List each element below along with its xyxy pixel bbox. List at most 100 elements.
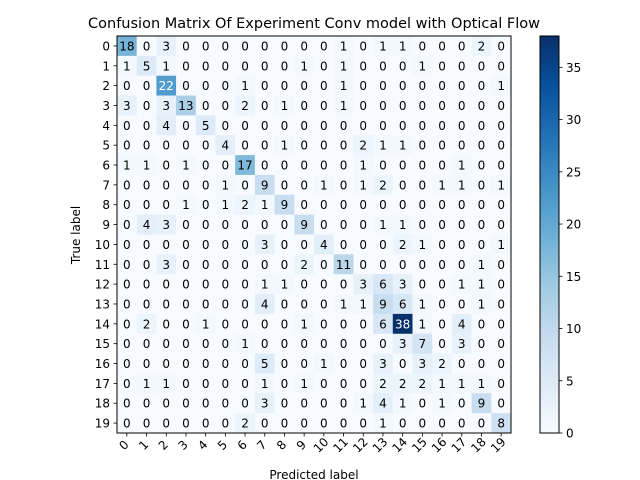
cell-value-label: 1 (458, 377, 466, 391)
cell-value-label: 0 (438, 417, 446, 431)
cell-value-label: 0 (202, 59, 210, 73)
cell-value-label: 3 (359, 278, 367, 292)
cell-value-label: 0 (399, 119, 407, 133)
heatmap-cell (353, 234, 374, 255)
heatmap-cell (412, 194, 433, 215)
cell-value-label: 0 (241, 357, 249, 371)
heatmap-cell (392, 333, 413, 354)
cell-value-label: 0 (202, 218, 210, 232)
cell-value-label: 3 (399, 278, 407, 292)
cell-value-label: 0 (241, 397, 249, 411)
cell-value-label: 0 (478, 357, 486, 371)
heatmap-cell (353, 95, 374, 116)
cell-value-label: 0 (182, 238, 190, 252)
heatmap-cell (333, 214, 354, 235)
cell-value-label: 1 (340, 99, 348, 113)
cell-value-label: 0 (123, 119, 131, 133)
cell-value-label: 1 (300, 377, 308, 391)
heatmap-cell (412, 373, 433, 394)
heatmap-cell (412, 254, 433, 275)
cell-value-label: 0 (379, 99, 387, 113)
cell-value-label: 0 (359, 337, 367, 351)
cell-value-label: 0 (497, 99, 505, 113)
cell-value-label: 5 (261, 357, 269, 371)
cell-value-label: 0 (438, 39, 446, 53)
cell-value-label: 0 (300, 119, 308, 133)
cell-value-label: 1 (281, 139, 289, 153)
cell-value-label: 0 (340, 337, 348, 351)
cell-value-label: 0 (340, 198, 348, 212)
cell-value-label: 0 (162, 178, 170, 192)
heatmap-cell (117, 254, 137, 275)
cell-value-label: 0 (497, 297, 505, 311)
cell-value-label: 2 (399, 238, 407, 252)
cell-value-label: 0 (438, 337, 446, 351)
cell-value-label: 0 (438, 198, 446, 212)
heatmap-cell (392, 373, 413, 394)
cell-value-label: 0 (123, 397, 131, 411)
cell-value-label: 0 (182, 218, 190, 232)
cell-value-label: 0 (202, 159, 210, 173)
heatmap-cell (333, 254, 354, 275)
heatmap-cell (333, 115, 354, 136)
cell-value-label: 0 (359, 317, 367, 331)
heatmap-cell (294, 55, 315, 76)
cell-value-label: 0 (458, 258, 466, 272)
heatmap-cell (274, 313, 295, 335)
heatmap-cell (451, 135, 472, 156)
cell-value-label: 0 (241, 297, 249, 311)
heatmap-cell (353, 274, 374, 295)
heatmap-cell (471, 55, 492, 76)
cell-value-label: 0 (419, 278, 427, 292)
cell-value-label: 0 (182, 377, 190, 391)
y-tick-label: 16 (95, 357, 110, 371)
heatmap-cell (195, 353, 216, 374)
heatmap-cell (215, 174, 236, 196)
heatmap-cell (392, 274, 413, 295)
cell-value-label: 1 (478, 297, 486, 311)
heatmap-cell (176, 274, 197, 295)
y-tick-label: 5 (102, 139, 110, 153)
heatmap-cell (195, 214, 216, 235)
heatmap-cell (432, 75, 453, 96)
cell-value-label: 0 (320, 159, 328, 173)
heatmap-cell (117, 333, 137, 354)
y-tick-label: 6 (102, 159, 110, 173)
heatmap-cell (373, 135, 394, 156)
cell-value-label: 0 (478, 59, 486, 73)
cell-value-label: 0 (419, 258, 427, 272)
heatmap-cell (136, 313, 157, 335)
cell-value-label: 0 (478, 337, 486, 351)
heatmap-cell (156, 353, 177, 374)
heatmap-cell (176, 333, 197, 354)
cell-value-label: 3 (162, 39, 170, 53)
cell-value-label: 0 (497, 357, 505, 371)
x-tick-label: 10 (311, 435, 332, 456)
cell-value-label: 0 (458, 59, 466, 73)
heatmap-cell (471, 254, 492, 275)
colorbar-tick-label: 25 (566, 165, 581, 179)
cell-value-label: 0 (497, 397, 505, 411)
cell-value-label: 0 (143, 198, 151, 212)
heatmap-cell (373, 413, 394, 434)
cell-value-label: 0 (202, 278, 210, 292)
heatmap-cell (294, 393, 315, 414)
heatmap-cell (353, 115, 374, 136)
cell-value-label: 0 (182, 178, 190, 192)
cell-value-label: 0 (478, 198, 486, 212)
cell-value-label: 0 (281, 39, 289, 53)
heatmap-cell (471, 234, 492, 255)
heatmap-cell (294, 313, 315, 335)
heatmap-cell (432, 135, 453, 156)
cell-value-label: 1 (123, 59, 131, 73)
heatmap-cell (451, 313, 472, 335)
heatmap-cell (471, 313, 492, 335)
cell-value-label: 0 (359, 218, 367, 232)
cell-value-label: 0 (497, 218, 505, 232)
cell-value-label: 0 (261, 159, 269, 173)
heatmap-cell (176, 135, 197, 156)
heatmap-cell (294, 214, 315, 235)
heatmap-cell (195, 294, 216, 315)
cell-value-label: 0 (202, 238, 210, 252)
